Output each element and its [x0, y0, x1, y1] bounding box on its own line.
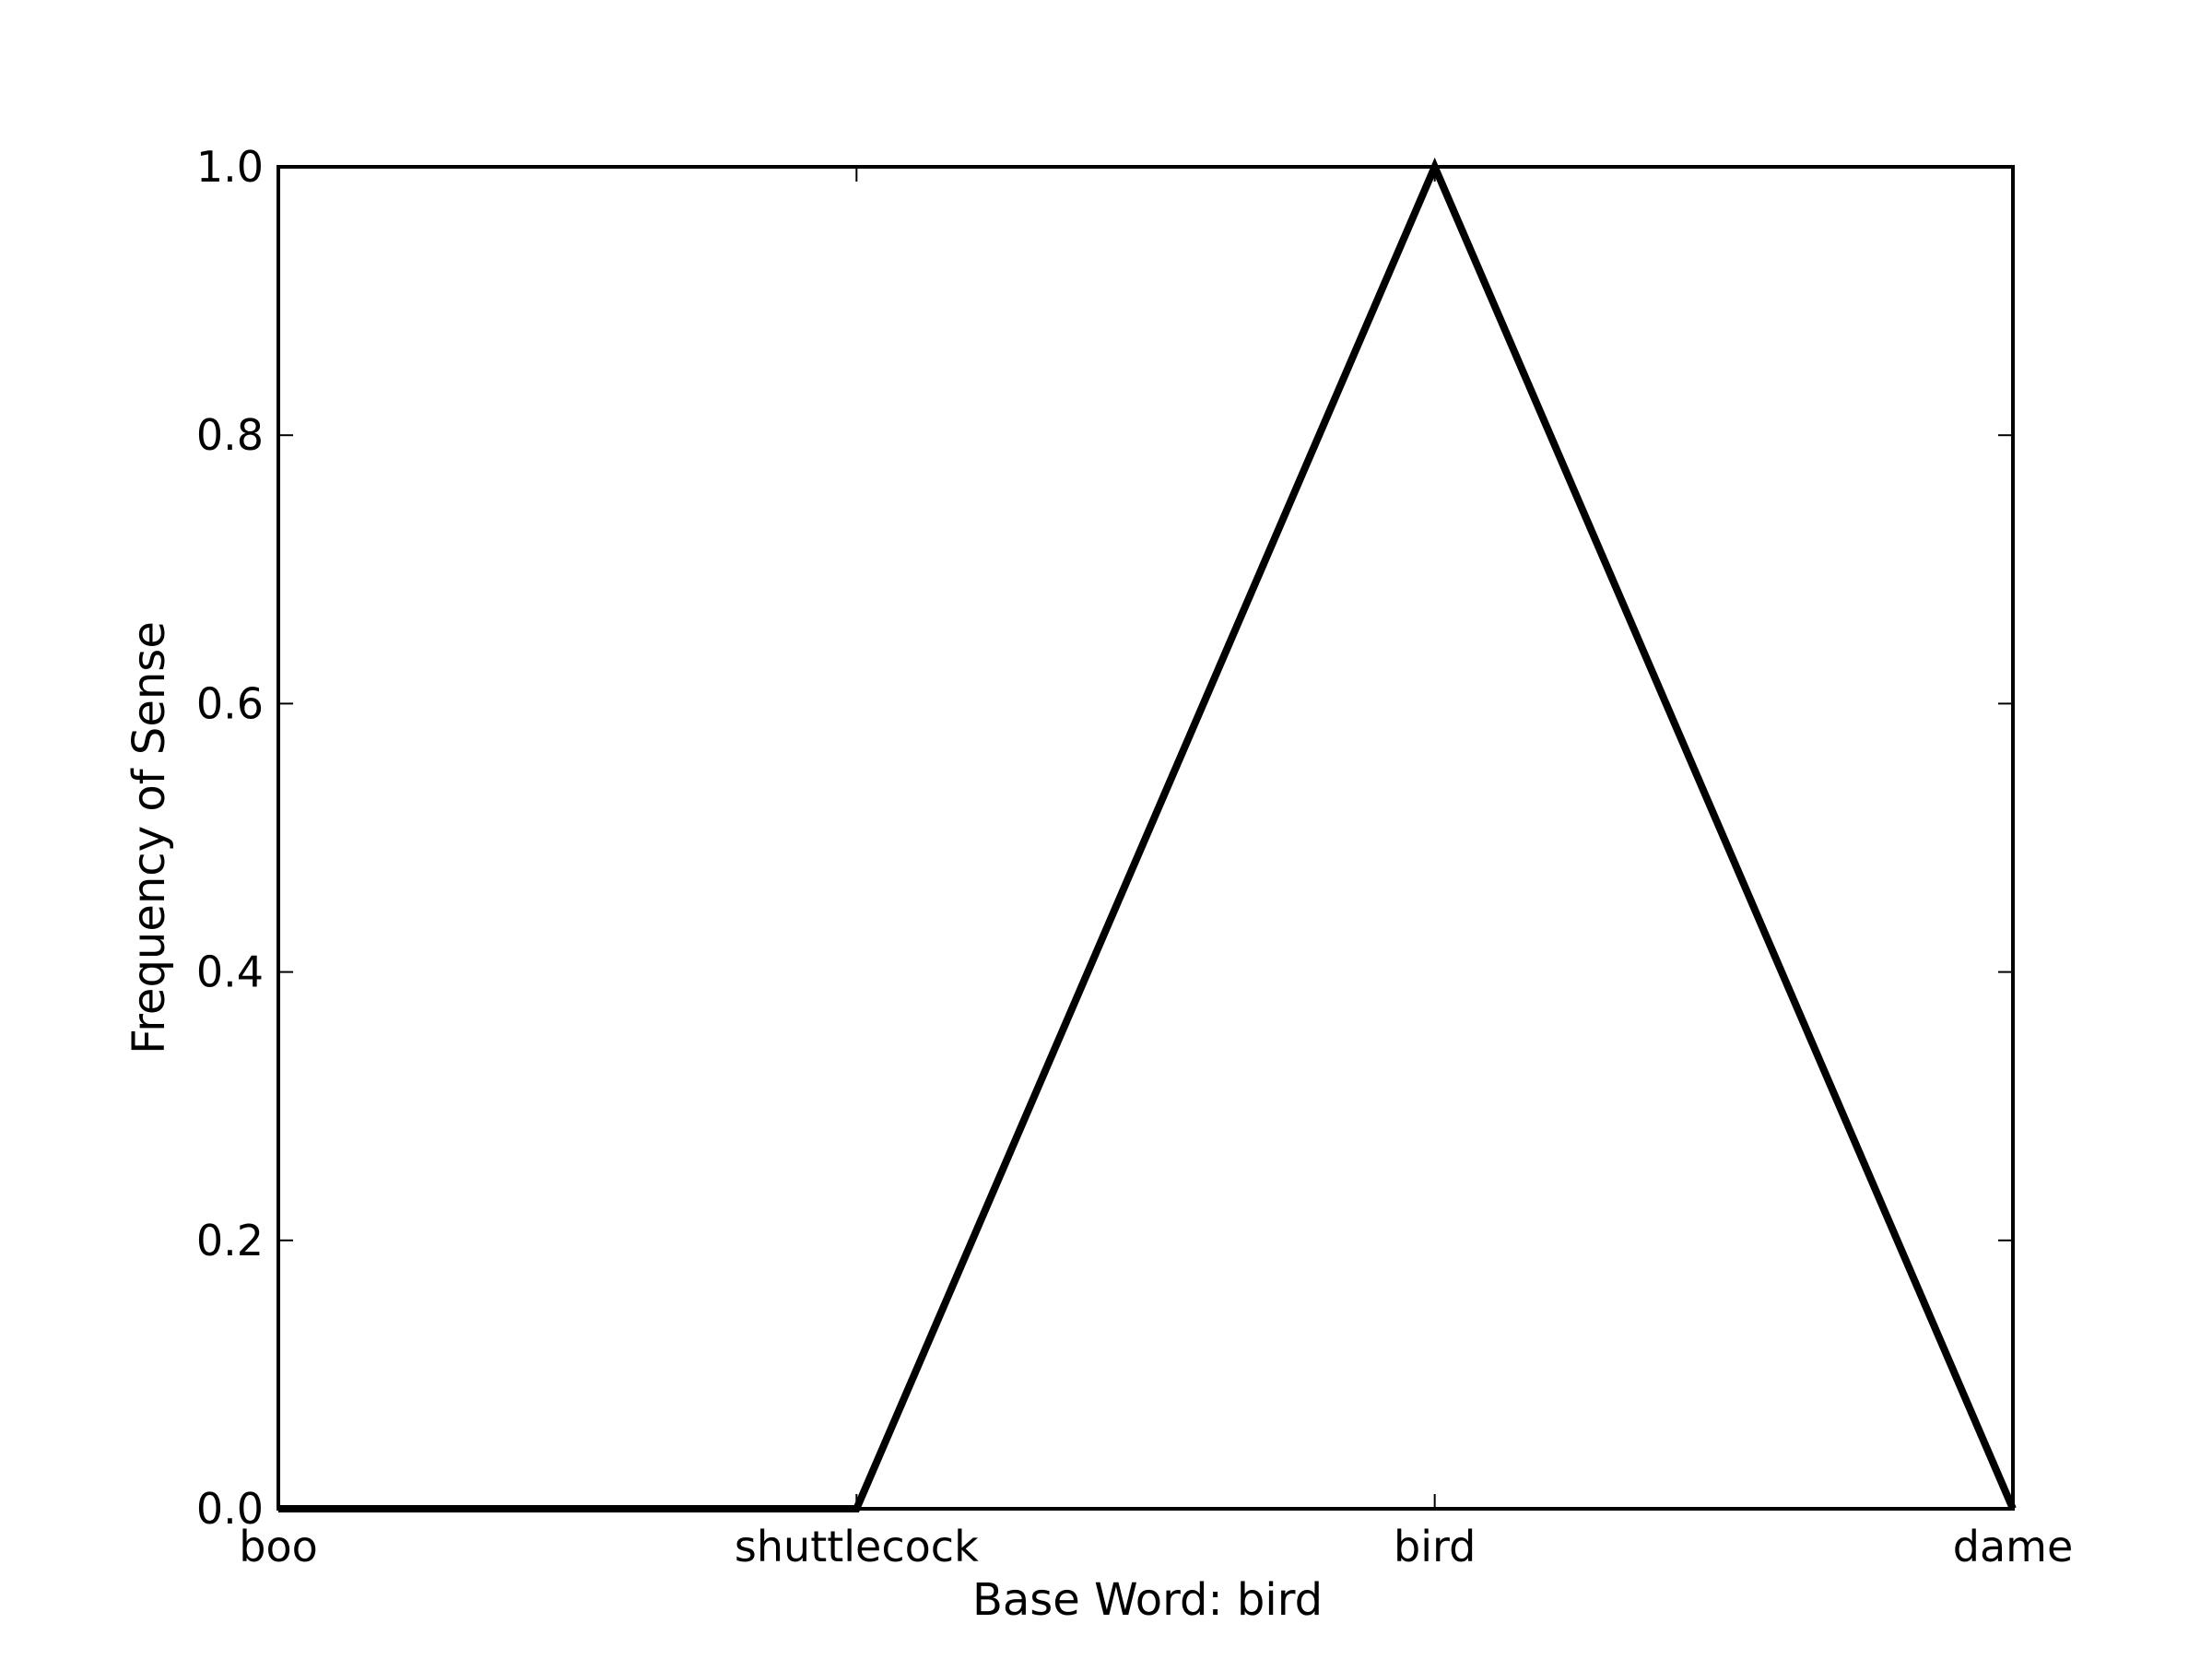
- y-tick-label: 0.0: [196, 1484, 264, 1534]
- y-axis-label: Frequency of Sense: [124, 621, 175, 1054]
- x-axis-label: Base Word: bird: [972, 1574, 1323, 1626]
- x-tick-label: dame: [1953, 1522, 2074, 1571]
- tick-labels: boo shuttlecock bird dame 0.0 0.2 0.4 0.6 0.8 1.0: [196, 142, 2073, 1571]
- y-tick-label: 0.2: [196, 1216, 264, 1265]
- x-tick-label: boo: [239, 1522, 318, 1571]
- y-tick-label: 0.8: [196, 410, 264, 460]
- y-tick-label: 0.4: [196, 947, 264, 997]
- y-tick-label: 1.0: [196, 142, 264, 192]
- x-tick-label: shuttlecock: [735, 1522, 979, 1571]
- x-tick-label: bird: [1394, 1522, 1476, 1571]
- plot-frame: [276, 165, 2015, 1511]
- y-tick-label: 0.6: [196, 678, 264, 728]
